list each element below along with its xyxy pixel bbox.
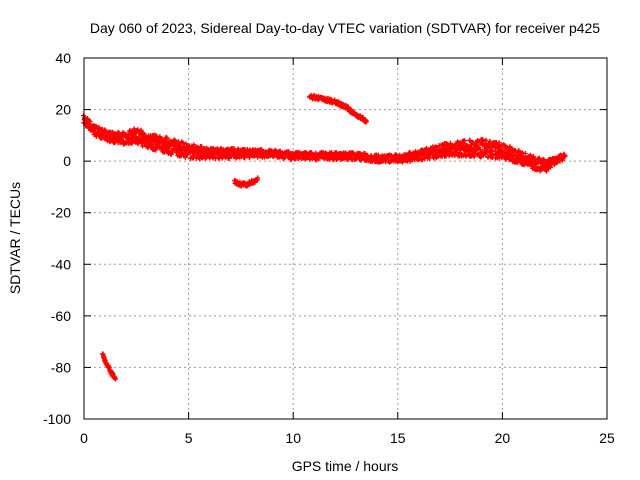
- data-point: [446, 153, 452, 159]
- data-point: [219, 155, 225, 161]
- data-point: [430, 152, 436, 158]
- tick-labels: 0 5 10 15 20 25 -100 -80 -60 -40 -20 0 20 40: [43, 50, 615, 446]
- y-tick-label: -20: [51, 205, 71, 221]
- y-tick-label: -40: [51, 256, 71, 272]
- data-point: [447, 140, 453, 146]
- chart-title: Day 060 of 2023, Sidereal Day-to-day VTE…: [90, 20, 600, 36]
- data-point: [255, 154, 261, 160]
- grid-lines: [84, 58, 607, 419]
- data-point: [547, 164, 553, 170]
- x-axis-label: GPS time / hours: [292, 458, 399, 474]
- y-tick-label: 20: [55, 102, 71, 118]
- data-point: [462, 138, 468, 144]
- plot-frame: [83, 57, 608, 420]
- data-point: [492, 143, 498, 149]
- data-point: [110, 371, 116, 377]
- data-point: [514, 159, 520, 165]
- y-axis-label: SDTVAR / TECUs: [7, 182, 23, 294]
- data-point: [164, 135, 170, 141]
- axis-ticks: [83, 57, 608, 420]
- x-tick-label: 10: [285, 430, 301, 446]
- data-point: [562, 153, 568, 159]
- x-tick-label: 5: [185, 430, 193, 446]
- data-point: [461, 140, 467, 146]
- data-point: [172, 137, 178, 143]
- data-point: [103, 128, 109, 134]
- data-point: [255, 175, 261, 181]
- data-point: [138, 127, 144, 133]
- data-point: [194, 144, 200, 150]
- data-point: [180, 140, 186, 146]
- data-points: [80, 92, 568, 382]
- y-tick-label: -60: [51, 308, 71, 324]
- x-tick-label: 15: [390, 430, 406, 446]
- data-point: [496, 140, 502, 146]
- data-point: [153, 147, 159, 153]
- y-tick-label: 0: [63, 153, 71, 169]
- data-point: [522, 151, 528, 157]
- y-tick-label: -100: [43, 411, 71, 427]
- x-tick-label: 25: [599, 430, 615, 446]
- data-point: [112, 376, 118, 382]
- x-tick-label: 0: [80, 430, 88, 446]
- data-point: [87, 118, 93, 124]
- y-tick-label: -80: [51, 359, 71, 375]
- data-point: [483, 137, 489, 143]
- data-point: [468, 144, 474, 150]
- x-tick-label: 20: [495, 430, 511, 446]
- y-tick-label: 40: [55, 50, 71, 66]
- data-point: [363, 118, 369, 124]
- data-point: [475, 138, 481, 144]
- data-point: [210, 145, 216, 151]
